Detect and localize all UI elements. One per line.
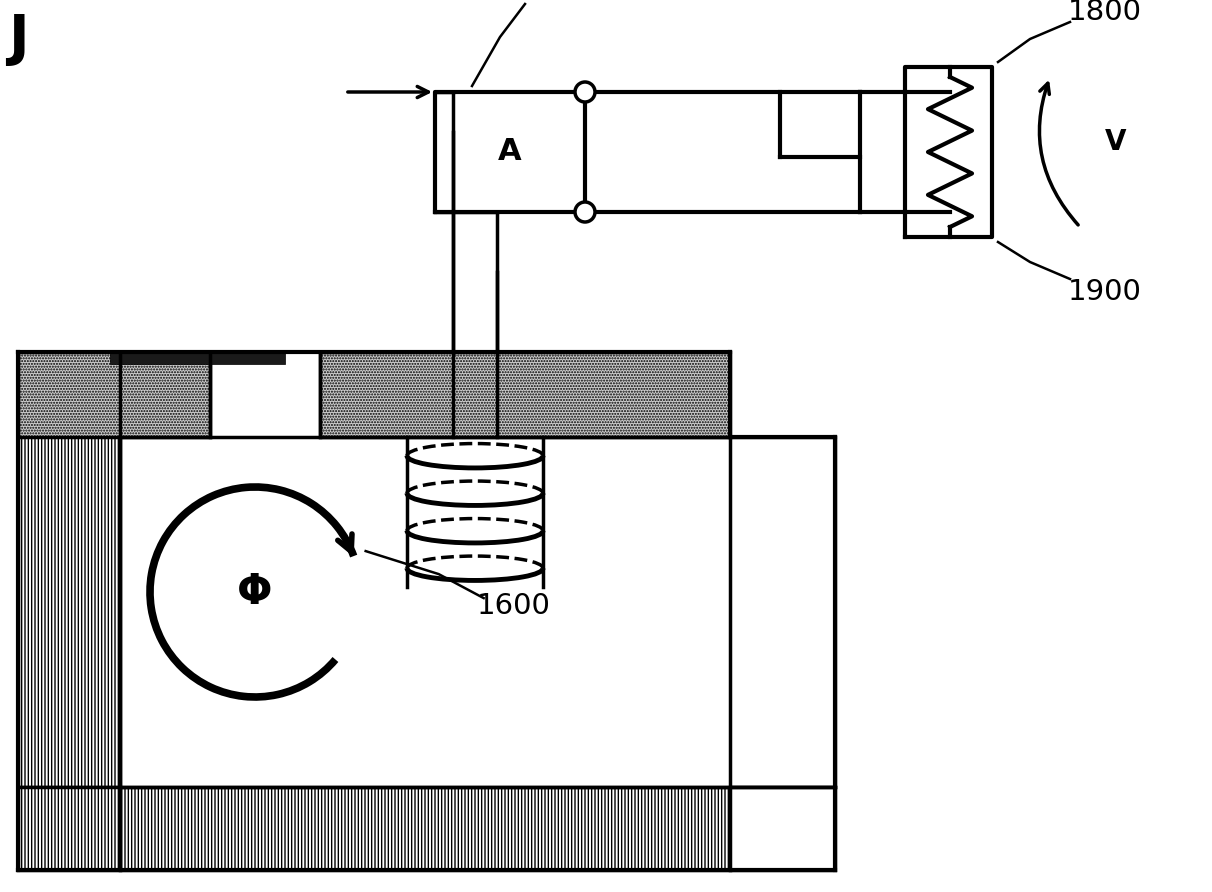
- Bar: [18, 352, 120, 787]
- Text: 1800: 1800: [1068, 0, 1142, 26]
- Text: 1700: 1700: [498, 0, 572, 1]
- Text: 1900: 1900: [1068, 278, 1142, 306]
- Text: Φ: Φ: [238, 571, 273, 613]
- Bar: [120, 787, 730, 870]
- Bar: [18, 352, 120, 787]
- Bar: [110, 352, 285, 364]
- Text: 1600: 1600: [476, 592, 550, 620]
- Bar: [730, 437, 835, 787]
- Bar: [320, 352, 730, 437]
- Bar: [730, 437, 835, 787]
- Bar: [18, 352, 210, 437]
- Bar: [18, 787, 120, 870]
- Text: J: J: [8, 12, 29, 66]
- Text: V: V: [1105, 128, 1126, 156]
- Bar: [730, 787, 835, 870]
- Bar: [18, 787, 120, 870]
- Text: A: A: [498, 137, 522, 167]
- Bar: [320, 352, 730, 437]
- Circle shape: [574, 202, 595, 222]
- Bar: [730, 787, 835, 870]
- Bar: [18, 352, 210, 437]
- Circle shape: [574, 82, 595, 102]
- Bar: [120, 787, 730, 870]
